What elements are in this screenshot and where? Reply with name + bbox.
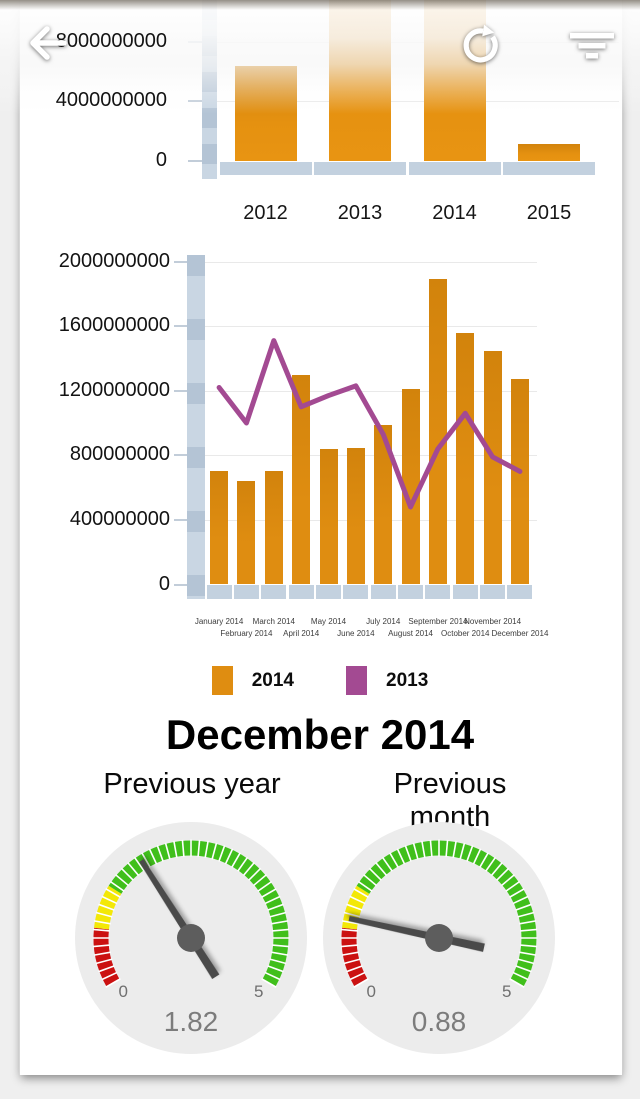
y-axis-tick: [174, 583, 187, 586]
x-axis-label-2015: 2015: [526, 202, 572, 224]
svg-text:0.88: 0.88: [412, 1006, 467, 1037]
bar-February-2014[interactable]: [237, 481, 256, 585]
x-axis-cell-2012[interactable]: [219, 161, 312, 175]
y-axis-tick: [188, 160, 202, 162]
svg-text:0: 0: [118, 982, 127, 1001]
bar-July-2014[interactable]: [374, 424, 393, 585]
bar-January-2014[interactable]: [210, 471, 229, 585]
svg-text:1.82: 1.82: [164, 1006, 219, 1037]
bar-December-2014[interactable]: [510, 379, 529, 585]
bar-May-2014[interactable]: [319, 448, 338, 585]
y-axis-strip: [202, 0, 217, 179]
gauge-title-previous-year: Previous year: [103, 768, 281, 800]
y-axis-label: 800000000: [69, 443, 170, 466]
x-axis-cell-November-2014[interactable]: [480, 584, 506, 599]
x-axis-label-2014: 2014: [432, 202, 477, 224]
x-axis-cell-June-2014[interactable]: [343, 584, 369, 599]
x-axis-cell-October-2014[interactable]: [452, 584, 478, 599]
x-axis-cell-2013[interactable]: [314, 161, 406, 175]
back-arrow-icon[interactable]: [24, 20, 70, 66]
y-gridline: [217, 41, 619, 43]
y-gridline: [205, 326, 537, 328]
y-gridline: [205, 519, 537, 521]
gauge-previous-month: 0 50.88: [323, 822, 555, 1054]
legend-swatch-2013: [346, 666, 367, 695]
y-axis-tick: [174, 389, 187, 392]
bar-2013[interactable]: [329, 0, 391, 161]
gauge-previous-year: 0 51.82: [75, 822, 307, 1054]
y-axis-tick: [174, 260, 187, 263]
x-axis-cell-February-2014[interactable]: [233, 584, 259, 599]
month-label-July-2014: July 2014: [366, 617, 401, 626]
x-axis-cell-May-2014[interactable]: [316, 584, 341, 599]
y-axis-tick: [174, 518, 187, 521]
bar-March-2014[interactable]: [264, 471, 283, 585]
month-label-May-2014: May 2014: [310, 617, 347, 626]
bar-November-2014[interactable]: [483, 351, 502, 585]
page-title: December 2014: [165, 711, 475, 758]
svg-text:5: 5: [254, 982, 263, 1001]
month-label-October-2014: October 2014: [441, 629, 490, 638]
y-gridline: [205, 261, 537, 263]
month-label-September-2014: September 2014: [408, 617, 468, 626]
y-axis-label: 1600000000: [58, 314, 170, 337]
x-axis-cell-December-2014[interactable]: [507, 584, 533, 599]
x-axis-cell-2014[interactable]: [408, 161, 501, 175]
legend-label-2013: 2013: [386, 669, 429, 691]
x-axis-cell-January-2014[interactable]: [206, 584, 232, 599]
y-axis-label: 2000000000: [58, 249, 170, 272]
month-label-November-2014: November 2014: [464, 617, 522, 626]
month-label-April-2014: April 2014: [283, 629, 320, 638]
line-series-2013: [216, 338, 523, 510]
y-gridline: [205, 455, 537, 457]
y-axis-label: 400000000: [69, 507, 170, 530]
y-axis-label: 4000000000: [55, 89, 167, 112]
y-gridline: [205, 390, 537, 392]
month-label-January-2014: January 2014: [194, 617, 244, 626]
month-label-March-2014: March 2014: [252, 617, 295, 626]
bar-October-2014[interactable]: [456, 332, 475, 585]
bar-2015[interactable]: [518, 143, 580, 161]
y-axis-strip: [187, 255, 205, 599]
y-axis-label: 1200000000: [58, 378, 170, 401]
y-axis-tick: [188, 100, 202, 103]
x-axis-label-2013: 2013: [337, 202, 383, 224]
svg-text:0: 0: [366, 982, 375, 1001]
legend-swatch-2014: [211, 666, 233, 695]
x-axis-cell-March-2014[interactable]: [261, 584, 287, 599]
legend-item-2014: 2014: [211, 666, 294, 695]
x-axis-cell-July-2014[interactable]: [370, 584, 396, 599]
bar-September-2014[interactable]: [428, 279, 447, 585]
x-axis-cell-April-2014[interactable]: [288, 584, 314, 599]
x-axis-cell-2015[interactable]: [503, 161, 595, 175]
bar-August-2014[interactable]: [401, 389, 420, 585]
y-axis-tick: [174, 325, 187, 328]
y-axis-label: 0: [158, 572, 170, 595]
refresh-icon[interactable]: [456, 18, 506, 70]
x-axis-label-2012: 2012: [243, 202, 288, 224]
chart-legend: 2014 2013: [19, 666, 621, 695]
legend-item-2013: 2013: [346, 666, 428, 695]
x-axis-cell-August-2014[interactable]: [398, 584, 424, 599]
filter-icon[interactable]: [560, 26, 624, 66]
bar-June-2014[interactable]: [346, 448, 365, 585]
y-axis-tick: [188, 40, 202, 43]
bar-2012[interactable]: [234, 66, 297, 161]
y-axis-tick: [174, 454, 187, 457]
month-label-August-2014: August 2014: [388, 629, 434, 638]
legend-label-2014: 2014: [251, 669, 294, 691]
x-axis-cell-September-2014[interactable]: [425, 584, 451, 599]
svg-text:5: 5: [502, 982, 511, 1001]
y-axis-label: 0: [155, 149, 167, 171]
month-label-February-2014: February 2014: [220, 629, 273, 638]
month-label-December-2014: December 2014: [491, 629, 549, 638]
month-label-June-2014: June 2014: [337, 629, 375, 638]
bar-April-2014[interactable]: [292, 374, 311, 585]
